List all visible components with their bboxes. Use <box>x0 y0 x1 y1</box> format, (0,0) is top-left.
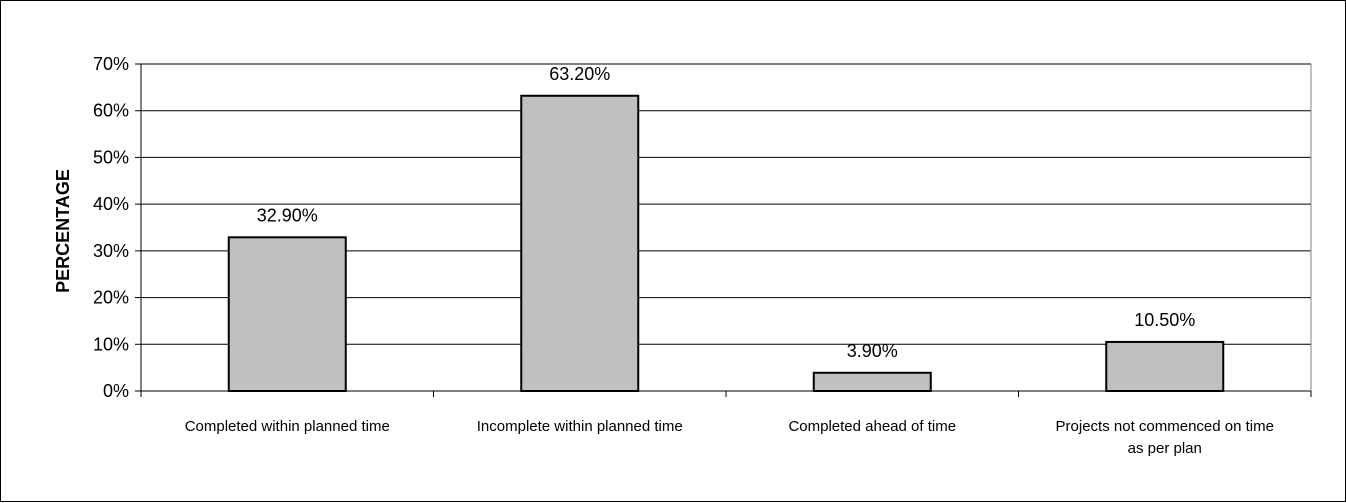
y-tick-label: 50% <box>93 147 129 167</box>
data-labels: 32.90% 63.20% 3.90% 10.50% <box>257 64 1196 361</box>
y-tick-label: 30% <box>93 241 129 261</box>
y-axis-label: PERCENTAGE <box>53 169 73 293</box>
category-labels: Completed within planned time Incomplete … <box>185 418 1274 457</box>
data-label: 3.90% <box>847 341 898 361</box>
y-tick-label: 60% <box>93 101 129 121</box>
bars <box>227 94 1225 393</box>
y-tick-label: 10% <box>93 334 129 354</box>
y-tick-label: 0% <box>103 381 129 401</box>
category-label-line: Projects not commenced on time <box>1056 418 1274 435</box>
category-label: Completed ahead of time <box>788 418 956 435</box>
category-label: Incomplete within planned time <box>477 418 683 435</box>
bar <box>520 94 640 392</box>
data-label: 10.50% <box>1134 310 1195 330</box>
data-label: 32.90% <box>257 205 318 225</box>
y-tick-label: 70% <box>93 54 129 74</box>
bar <box>227 236 347 392</box>
category-label: Completed within planned time <box>185 418 390 435</box>
category-label-line: as per plan <box>1128 440 1202 457</box>
y-tick-labels: 0% 10% 20% 30% 40% 50% 60% 70% <box>93 54 129 401</box>
category-label-line: Incomplete within planned time <box>477 418 683 435</box>
data-label: 63.20% <box>549 64 610 84</box>
y-tick-label: 20% <box>93 288 129 308</box>
category-label-line: Completed ahead of time <box>788 418 956 435</box>
y-tick-label: 40% <box>93 194 129 214</box>
category-label: Projects not commenced on time as per pla… <box>1056 418 1274 457</box>
category-label-line: Completed within planned time <box>185 418 390 435</box>
bar <box>812 371 932 393</box>
bar <box>1105 340 1225 393</box>
axes <box>135 63 1312 397</box>
